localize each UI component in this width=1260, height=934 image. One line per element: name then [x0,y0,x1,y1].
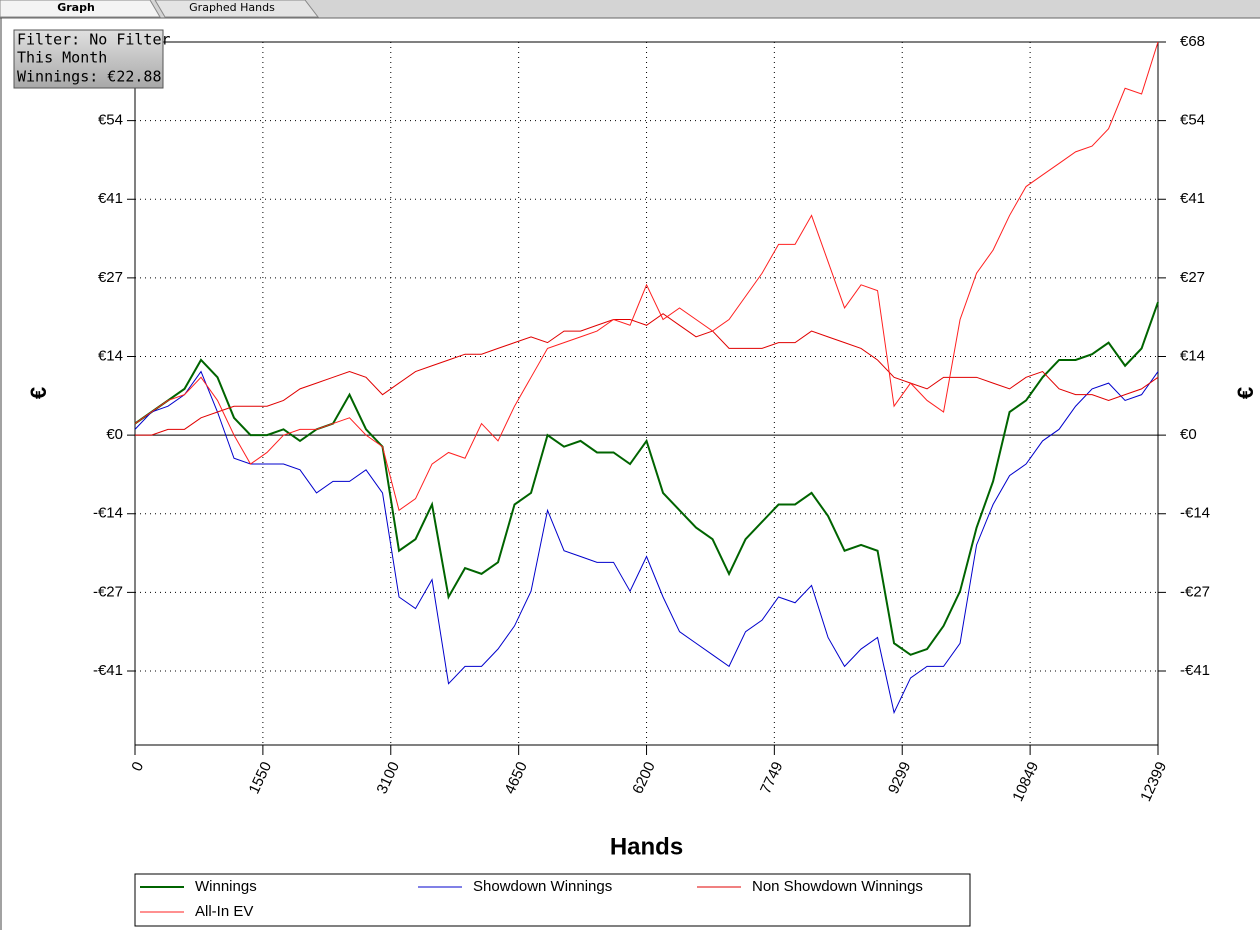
info-period: This Month [17,49,107,67]
x-tick-label: 9299 [885,759,915,796]
y2-tick-label: €0 [1180,426,1197,443]
tab-label[interactable]: Graph [57,1,95,14]
plot-frame [134,41,1159,746]
series-line [134,370,1159,715]
x-tick-label: 0 [128,759,147,774]
series-line [134,41,1159,512]
series-line [135,313,1159,436]
x-tick-label: 6200 [629,759,659,796]
info-winnings: Winnings: €22.88 [17,68,162,86]
info-filter: Filter: No Filter [17,31,171,49]
y2-tick-label: €68 [1180,33,1205,50]
y2-tick-label: -€41 [1180,662,1210,679]
plot: -€41 -€41 -€27 -€27 -€14 -€14 €0 €0 €14 €14 €27 €27… [26,33,1258,927]
y2-tick-label: €41 [1180,190,1205,207]
y-tick-label: -€41 [93,662,123,679]
y2-axis-label: € [1233,387,1258,399]
y2-tick-label: -€14 [1180,505,1210,522]
y-tick-label: €14 [98,347,123,364]
y2-tick-label: €27 [1180,269,1205,286]
y-tick-label: -€14 [93,505,123,522]
info-box: Filter: No Filter This Month Winnings: €… [13,29,171,89]
legend-label: Non Showdown Winnings [752,878,923,895]
legend-label: Showdown Winnings [473,878,612,895]
x-axis-label: Hands [610,833,683,860]
y-tick-label: €54 [98,112,123,129]
tab[interactable] [154,0,320,18]
legend-label: All-In EV [195,903,253,920]
y-tick-label: €0 [106,426,123,443]
x-tick-label: 7749 [757,759,787,796]
tab-label[interactable]: Graphed Hands [189,1,275,14]
y-tick-label: €27 [98,269,123,286]
legend-label: Winnings [195,878,257,895]
y2-tick-label: €54 [1180,112,1205,129]
info-box-bg [13,29,164,89]
y-tick-label: -€27 [93,583,123,600]
tab-active[interactable] [0,0,161,18]
legend-box [134,873,971,927]
y-tick-label: €41 [98,190,123,207]
y-axis-label: € [26,387,51,399]
y2-tick-label: -€27 [1180,583,1210,600]
x-tick-label: 3100 [373,759,403,796]
x-tick-label: 4650 [501,759,531,796]
x-tick-label: 12399 [1137,759,1170,804]
y2-tick-label: €14 [1180,347,1205,364]
x-tick-label: 10849 [1009,759,1042,804]
x-tick-label: 1550 [246,759,276,796]
series-line [134,301,1159,656]
